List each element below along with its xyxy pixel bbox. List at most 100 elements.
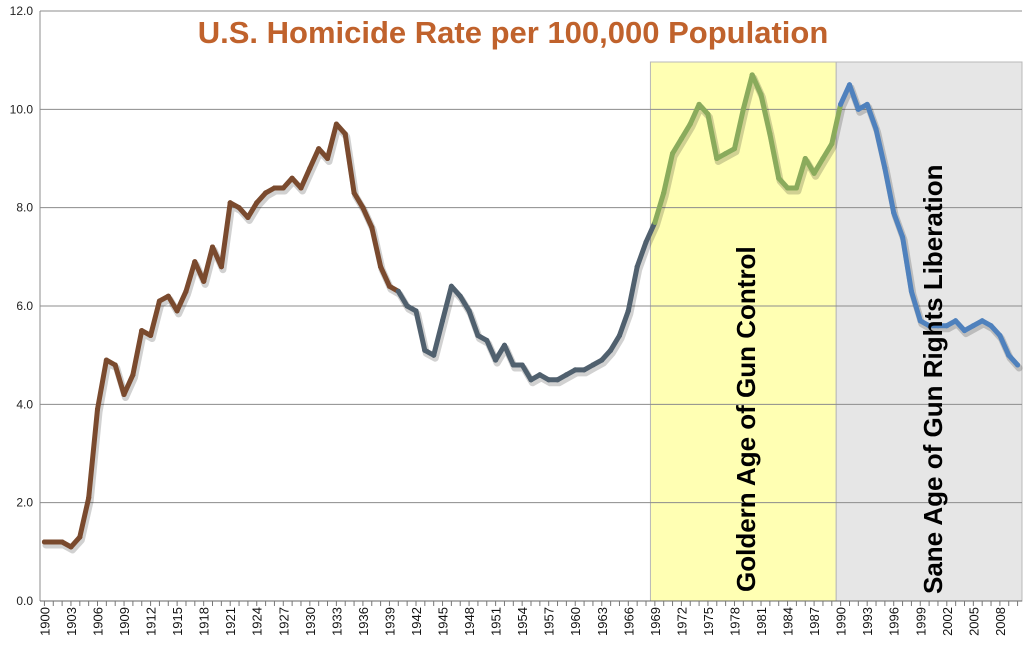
data-point bbox=[395, 288, 401, 294]
series-segment bbox=[617, 308, 631, 338]
series-segment bbox=[457, 293, 472, 314]
x-tick-label: 1927 bbox=[276, 607, 291, 636]
series-segment bbox=[325, 121, 339, 161]
data-point bbox=[926, 323, 932, 329]
band-1 bbox=[835, 61, 1023, 602]
data-point bbox=[820, 156, 826, 161]
series-segment bbox=[440, 283, 454, 324]
data-point bbox=[342, 131, 348, 137]
data-point bbox=[174, 308, 180, 314]
data-point bbox=[599, 357, 605, 363]
x-tick-label: 1972 bbox=[674, 607, 689, 636]
data-point bbox=[714, 156, 720, 161]
series-segment bbox=[121, 372, 136, 397]
series-segment bbox=[77, 495, 92, 540]
series-segment bbox=[86, 406, 100, 501]
data-point bbox=[997, 333, 1003, 338]
series-segment bbox=[307, 146, 322, 171]
data-point bbox=[351, 190, 357, 196]
x-tick-label: 1918 bbox=[197, 607, 212, 636]
series-segment bbox=[811, 156, 826, 176]
series-segment bbox=[395, 288, 410, 309]
data-point bbox=[148, 333, 154, 338]
data-point bbox=[732, 146, 737, 152]
x-tick-label: 1963 bbox=[595, 607, 610, 636]
series-segment bbox=[749, 72, 764, 98]
data-point bbox=[263, 190, 269, 196]
data-point bbox=[183, 288, 189, 294]
x-tick-label: 1903 bbox=[64, 607, 79, 636]
band-label-1: Sane Age of Gun Rights Liberation bbox=[918, 165, 948, 595]
data-point bbox=[634, 264, 640, 270]
data-point bbox=[413, 308, 419, 314]
data-point bbox=[847, 82, 852, 88]
series-segment bbox=[112, 362, 127, 397]
data-point bbox=[944, 323, 950, 329]
series-segment bbox=[201, 244, 215, 284]
axes-layer: 0.0 2.0 4.0 6.0 8.0 10.0 12.0 1900 1903 1906 1909 1… bbox=[10, 4, 1022, 636]
series-segment bbox=[652, 190, 667, 225]
x-tick-label: 1993 bbox=[860, 607, 875, 636]
series-segment bbox=[342, 131, 357, 196]
data-point bbox=[50, 539, 56, 545]
series-segment bbox=[378, 264, 392, 289]
series-segment bbox=[183, 259, 198, 294]
x-tick-label: 1924 bbox=[250, 607, 265, 636]
data-point bbox=[484, 337, 490, 343]
data-point bbox=[917, 318, 923, 324]
y-tick-label: 6.0 bbox=[16, 299, 33, 313]
series-segment bbox=[502, 342, 516, 368]
x-tick-label: 1939 bbox=[382, 607, 397, 636]
data-point bbox=[360, 205, 366, 211]
series-segment bbox=[864, 101, 879, 132]
data-point bbox=[77, 534, 83, 540]
data-point bbox=[617, 333, 622, 338]
series-segment bbox=[793, 156, 808, 191]
series-segment bbox=[608, 333, 622, 353]
band-label-layer: Goldern Age of Gun Control Sane Age of Gu… bbox=[731, 165, 948, 595]
x-tick-label: 1933 bbox=[329, 607, 344, 636]
data-point bbox=[776, 175, 782, 181]
data-point bbox=[563, 372, 569, 378]
series-segment bbox=[351, 190, 366, 211]
series-segment bbox=[767, 131, 782, 181]
x-tick-label: 1978 bbox=[727, 607, 742, 636]
x-tick-label: 1990 bbox=[834, 607, 849, 636]
data-point bbox=[404, 303, 410, 309]
data-point bbox=[537, 372, 543, 378]
x-tick-label: 1900 bbox=[37, 607, 52, 636]
series-segment bbox=[670, 136, 684, 157]
data-point bbox=[369, 224, 375, 230]
data-point bbox=[687, 121, 693, 127]
chart-title: U.S. Homicide Rate per 100,000 Populatio… bbox=[198, 15, 829, 50]
data-point bbox=[227, 200, 233, 206]
data-point bbox=[652, 219, 658, 225]
series-segment bbox=[298, 165, 313, 191]
x-tick-label: 1906 bbox=[91, 607, 106, 636]
data-point bbox=[440, 318, 445, 324]
data-point bbox=[953, 318, 959, 324]
data-point bbox=[785, 185, 791, 191]
series-segment bbox=[900, 234, 914, 294]
data-point bbox=[519, 362, 525, 368]
x-tick-label: 1930 bbox=[303, 607, 318, 636]
series-segment bbox=[218, 200, 233, 270]
y-tick-label: 12.0 bbox=[10, 4, 34, 18]
data-point bbox=[121, 392, 127, 397]
data-point bbox=[873, 126, 879, 132]
x-tick-label: 1936 bbox=[356, 607, 371, 636]
data-point bbox=[502, 342, 507, 348]
data-point bbox=[201, 278, 207, 284]
data-point bbox=[838, 101, 844, 107]
data-point bbox=[466, 308, 472, 314]
data-point bbox=[555, 377, 560, 383]
data-point bbox=[448, 283, 454, 289]
data-point bbox=[696, 101, 702, 107]
series-segment bbox=[95, 357, 109, 412]
data-point bbox=[855, 106, 861, 112]
series-segment bbox=[360, 205, 375, 230]
series-segment bbox=[678, 121, 693, 142]
data-point bbox=[661, 190, 667, 196]
series-segment bbox=[174, 288, 189, 314]
data-point bbox=[333, 121, 339, 127]
